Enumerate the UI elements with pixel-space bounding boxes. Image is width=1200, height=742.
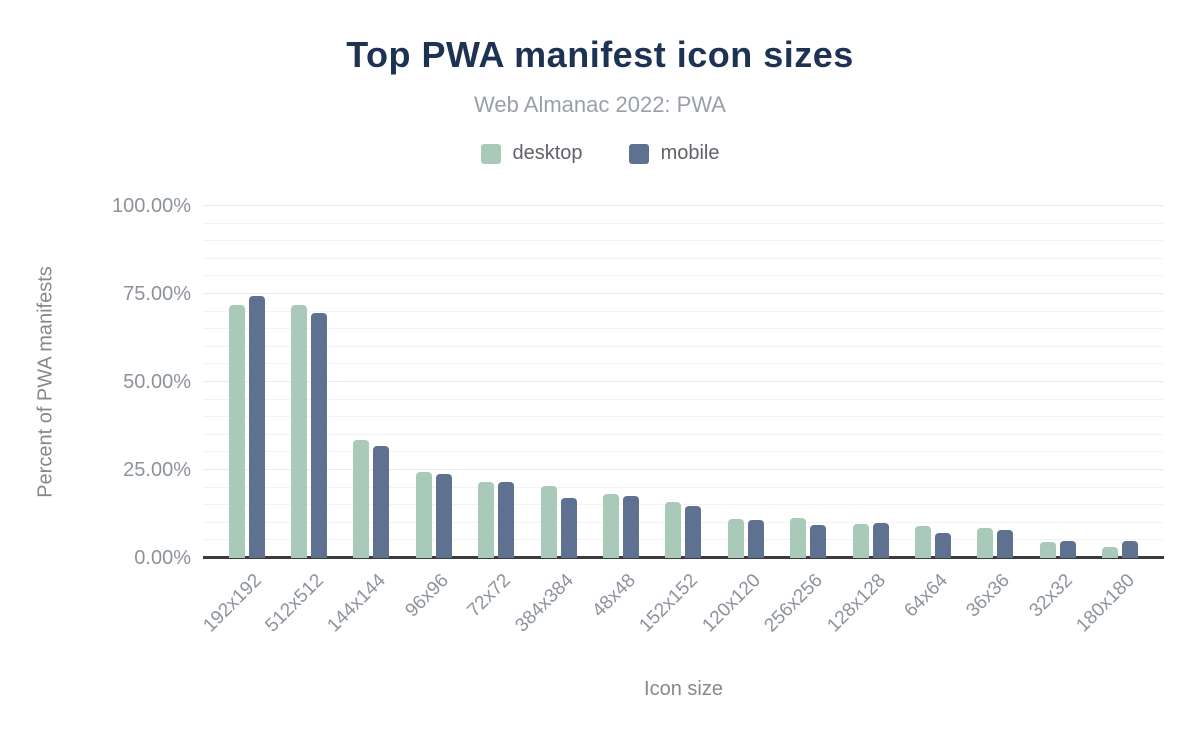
gridline-minor xyxy=(203,222,1164,224)
chart-subtitle: Web Almanac 2022: PWA xyxy=(474,92,726,117)
legend-label-mobile: mobile xyxy=(660,142,720,164)
bar-mobile-144x144 xyxy=(373,446,390,558)
bar-mobile-128x128 xyxy=(872,522,889,558)
bar-desktop-256x256 xyxy=(790,518,807,558)
bar-mobile-152x152 xyxy=(685,506,702,558)
x-tick-label-72x72: 72x72 xyxy=(463,570,515,622)
bar-desktop-512x512 xyxy=(290,304,307,558)
bar-mobile-256x256 xyxy=(810,524,827,558)
gridline-minor xyxy=(203,328,1164,330)
y-tick-label-75: 75.00% xyxy=(123,283,191,305)
x-tick-label-144x144: 144x144 xyxy=(323,570,391,637)
bar-mobile-384x384 xyxy=(560,498,577,558)
gridline-minor xyxy=(203,257,1164,259)
y-tick-label-50: 50.00% xyxy=(123,371,191,393)
gridline-minor xyxy=(203,275,1164,277)
gridline-major xyxy=(203,469,1164,470)
bar-desktop-384x384 xyxy=(540,486,557,558)
x-tick-label-64x64: 64x64 xyxy=(900,570,952,622)
bar-mobile-72x72 xyxy=(498,481,515,558)
x-tick-label-48x48: 48x48 xyxy=(588,570,640,622)
bar-desktop-120x120 xyxy=(727,518,744,558)
bar-mobile-512x512 xyxy=(310,313,327,558)
bar-mobile-120x120 xyxy=(747,520,764,558)
legend: desktop mobile xyxy=(0,142,1200,165)
x-tick-label-120x120: 120x120 xyxy=(698,570,765,637)
bar-desktop-64x64 xyxy=(914,525,931,558)
legend-swatch-mobile xyxy=(628,143,649,164)
y-tick-label-100: 100.00% xyxy=(112,195,191,217)
gridline-major xyxy=(203,293,1164,294)
bar-desktop-48x48 xyxy=(602,493,619,558)
bar-mobile-48x48 xyxy=(622,496,639,558)
bar-desktop-152x152 xyxy=(665,502,682,558)
bar-desktop-128x128 xyxy=(852,524,869,558)
y-tick-label-25: 25.00% xyxy=(123,459,191,481)
x-axis-line xyxy=(203,556,1164,559)
gridline-minor xyxy=(203,363,1164,365)
plot-area: 192x192 512x512 144x144 96x96 72x72 384x384 48… xyxy=(199,205,1164,636)
gridline-minor xyxy=(203,416,1164,418)
x-tick-label-128x128: 128x128 xyxy=(822,570,890,637)
x-tick-label-192x192: 192x192 xyxy=(198,570,266,637)
bar-desktop-192x192 xyxy=(228,304,245,558)
bar-mobile-32x32 xyxy=(1059,541,1076,558)
x-tick-label-32x32: 32x32 xyxy=(1025,570,1077,622)
legend-item-desktop: desktop xyxy=(480,142,583,165)
gridline-minor xyxy=(203,539,1164,541)
gridline-major xyxy=(203,381,1164,382)
x-tick-label-180x180: 180x180 xyxy=(1072,570,1139,637)
gridline-minor xyxy=(203,504,1164,506)
bar-desktop-96x96 xyxy=(415,471,432,558)
gridline-minor xyxy=(203,345,1164,347)
bar-desktop-32x32 xyxy=(1039,542,1056,558)
legend-swatch-desktop xyxy=(480,143,501,164)
x-tick-label-512x512: 512x512 xyxy=(261,570,328,637)
bar-mobile-192x192 xyxy=(248,296,265,558)
bar-mobile-36x36 xyxy=(997,530,1014,558)
x-axis-title: Icon size xyxy=(644,678,723,700)
gridline-minor xyxy=(203,398,1164,400)
bar-mobile-64x64 xyxy=(934,533,951,558)
x-tick-label-96x96: 96x96 xyxy=(401,570,453,622)
bar-desktop-180x180 xyxy=(1102,546,1119,558)
bar-mobile-96x96 xyxy=(435,474,452,558)
gridline-minor xyxy=(203,521,1164,523)
bar-desktop-144x144 xyxy=(353,440,370,558)
x-tick-label-36x36: 36x36 xyxy=(962,570,1015,622)
legend-label-desktop: desktop xyxy=(512,142,583,164)
gridline-minor xyxy=(203,433,1164,435)
x-tick-label-152x152: 152x152 xyxy=(635,570,703,637)
gridline-minor xyxy=(203,486,1164,488)
gridline-minor xyxy=(203,240,1164,242)
gridline-major xyxy=(203,205,1164,206)
gridline-minor xyxy=(203,310,1164,312)
chart-title: Top PWA manifest icon sizes xyxy=(346,34,854,75)
bar-desktop-36x36 xyxy=(977,528,994,558)
y-tick-label-0: 0.00% xyxy=(134,547,191,569)
bar-mobile-180x180 xyxy=(1122,541,1139,558)
legend-item-mobile: mobile xyxy=(628,142,720,165)
bar-desktop-72x72 xyxy=(478,481,495,558)
gridline-minor xyxy=(203,451,1164,453)
x-tick-label-256x256: 256x256 xyxy=(760,570,827,637)
x-tick-label-384x384: 384x384 xyxy=(510,570,578,637)
